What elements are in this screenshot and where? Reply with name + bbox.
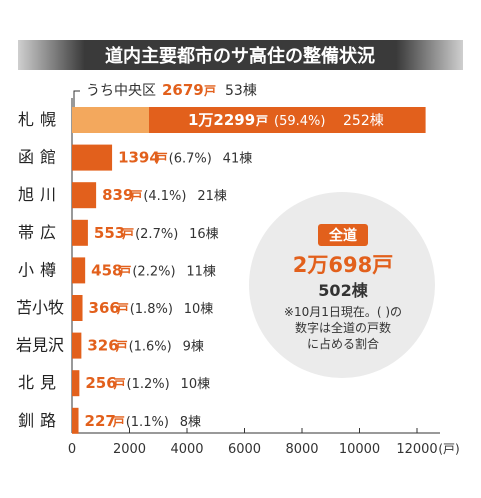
data-label-buildings: 41棟 [223,152,253,167]
title-band [18,40,463,70]
data-label-value: 839 [102,186,133,204]
data-label-percent: (1.1%) [126,415,169,430]
x-unit-label: (戸) [438,442,459,456]
data-label-unit: 戸 [156,152,168,166]
data-label-percent: (6.7%) [169,152,212,167]
data-label-unit: 戸 [256,114,268,128]
data-label-percent: (1.2%) [127,377,170,392]
data-label-value: 1万2299 [188,111,255,129]
sub-segment-value: 2679 [162,81,204,99]
category-label: 北見 [18,373,62,392]
category-label: 岩見沢 [16,336,64,355]
data-label-buildings: 9棟 [183,340,204,355]
data-label-percent: (4.1%) [143,189,186,204]
data-label-buildings: 252棟 [343,113,384,129]
data-label-value: 366 [89,299,120,317]
data-label-buildings: 21棟 [197,189,227,204]
data-label-percent: (2.7%) [135,227,178,242]
category-label: 小樽 [18,260,62,279]
x-tick-label: 12000 [396,442,437,457]
x-tick-label: 4000 [170,442,203,457]
x-tick-label: 6000 [228,442,261,457]
data-label-buildings: 8棟 [180,415,201,430]
x-tick-label: 8000 [285,442,318,457]
data-label-value: 256 [85,374,116,392]
bar [72,257,86,284]
summary-note-line-3: に占める割合 [307,336,379,351]
data-label-value: 553 [94,224,125,242]
summary-note-line-2: 数字は全道の戸数 [295,320,391,335]
data-label-unit: 戸 [119,264,131,278]
category-label: 旭川 [18,185,62,204]
x-tick-label: 10000 [339,442,380,457]
data-label-buildings: 11棟 [186,264,216,279]
summary-buildings: 502棟 [318,281,368,300]
category-label: 札幌 [18,110,62,129]
data-label-percent: (59.4%) [274,114,325,129]
sub-segment-unit: 戸 [204,84,216,98]
data-label-unit: 戸 [117,302,129,316]
summary-total: 2万698戸 [293,253,393,277]
summary-circle [249,192,435,378]
sub-segment-label: うち中央区 [86,83,156,99]
data-label-buildings: 10棟 [181,377,211,392]
data-label-percent: (2.2%) [132,264,175,279]
category-label: 函館 [18,148,62,167]
category-label: 苫小牧 [16,298,64,317]
bar [72,295,83,321]
data-label-value: 458 [91,261,122,279]
data-label-unit: 戸 [122,227,134,241]
bar [72,370,80,397]
sub-segment-bar [72,107,150,133]
data-label-buildings: 16棟 [189,227,219,242]
bar [72,144,113,171]
chart-title: 道内主要都市のサ高住の整備状況 [105,45,375,67]
summary-badge-bg [318,224,368,246]
data-label-value: 1394 [118,149,160,167]
bar [72,219,88,246]
data-label-unit: 戸 [113,415,125,429]
sub-segment-buildings: 53棟 [225,83,257,99]
sub-segment-leader-line [73,90,80,107]
summary-note-line-1: ※10月1日現在。( )の [284,305,402,319]
bar [72,407,79,434]
data-label-value: 326 [87,337,118,355]
x-tick-label: 0 [68,442,76,457]
x-tick-label: 2000 [113,442,146,457]
plot-area: 0 2000 4000 6000 8000 10000 12000 (戸)うち中央区 2679 戸… [16,81,460,457]
data-label-value: 227 [85,412,116,430]
data-label-percent: (1.6%) [129,340,172,355]
category-label: 釧路 [18,411,62,430]
data-label-unit: 戸 [116,340,128,354]
summary-badge: 全道 [328,227,357,244]
data-label-percent: (1.8%) [130,302,173,317]
bar [72,182,97,209]
data-label-unit: 戸 [130,189,142,203]
bar [72,332,82,359]
data-label-unit: 戸 [114,377,126,391]
data-label-buildings: 10棟 [184,302,214,317]
category-label: 帯広 [18,223,62,242]
